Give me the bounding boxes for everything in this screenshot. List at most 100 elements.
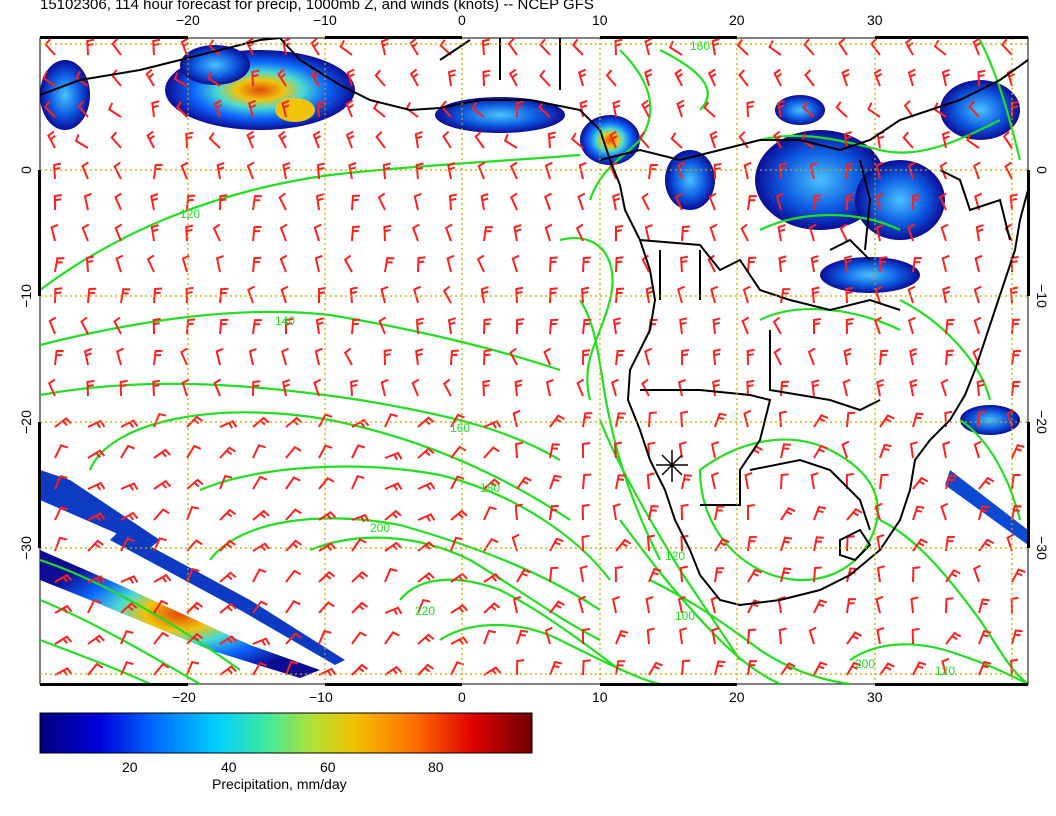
wind-barb: [736, 39, 749, 56]
wind-barb: [516, 318, 525, 335]
wind-barb: [471, 101, 485, 118]
wind-barb: [973, 440, 982, 459]
wind-barb: [252, 661, 268, 676]
wind-barb: [219, 318, 229, 335]
wind-barb: [312, 130, 322, 149]
wind-barb: [281, 347, 290, 366]
contour-label: 200: [855, 657, 875, 671]
wind-barb: [780, 473, 789, 490]
wind-barb: [743, 161, 752, 180]
wind-barb: [384, 665, 403, 676]
wind-barb: [940, 502, 949, 521]
lat-tick-labels-right: 0 −10 −20 −30: [1034, 166, 1050, 560]
wind-barb: [415, 348, 424, 366]
wind-barb: [648, 505, 659, 521]
wind-barb: [813, 413, 829, 428]
wind-barb: [417, 633, 435, 645]
wind-barb: [219, 287, 229, 304]
wind-barb: [219, 474, 233, 490]
wind-barb: [648, 164, 658, 180]
wind-barb: [281, 99, 290, 118]
wind-barb: [1011, 629, 1023, 645]
wind-barb: [876, 627, 885, 645]
wind-barb: [173, 72, 188, 87]
wind-barb: [972, 161, 981, 180]
wind-barb: [741, 316, 750, 335]
wind-barb: [846, 631, 862, 645]
wind-barb: [641, 378, 650, 397]
wind-barb: [615, 538, 632, 552]
wind-barb: [384, 482, 403, 491]
wind-barb: [111, 38, 122, 56]
wind-barb: [835, 101, 848, 118]
wind-barb: [578, 68, 587, 87]
lon-tick: −20: [172, 689, 196, 705]
colorbar-ticks: 20 40 60 80: [122, 759, 444, 775]
wind-barb: [277, 68, 287, 87]
precipitation-layer: [40, 45, 1028, 678]
wind-barb: [318, 601, 335, 614]
wind-barb: [252, 195, 262, 211]
wind-barb: [976, 379, 985, 397]
wind-barb: [714, 505, 725, 521]
wind-barb: [310, 68, 320, 87]
wind-barb: [42, 71, 56, 87]
location-marker-icon: [656, 450, 688, 482]
wind-barb: [153, 662, 170, 676]
wind-barb: [910, 596, 919, 614]
wind-barb: [417, 663, 434, 676]
wind-barb: [945, 474, 958, 490]
wind-barb: [711, 440, 720, 459]
wind-barb: [582, 349, 591, 366]
wind-barb: [978, 538, 995, 552]
wind-barb: [978, 505, 990, 521]
lon-tick: 30: [867, 689, 883, 705]
wind-barb: [215, 347, 224, 366]
wind-barb: [384, 413, 398, 428]
wind-barb: [845, 472, 854, 490]
wind-barb: [417, 447, 435, 459]
wind-barb: [609, 161, 618, 180]
wind-barb: [152, 379, 161, 397]
wind-barb: [1004, 161, 1013, 180]
wind-barb: [747, 660, 758, 676]
wind-barb: [415, 162, 424, 180]
wind-barb: [120, 575, 139, 584]
wind-barb: [145, 68, 155, 87]
wind-barb: [773, 68, 782, 87]
wind-barb: [375, 131, 386, 149]
wind-barb: [747, 195, 757, 211]
wind-barb: [442, 378, 452, 397]
wind-barb: [483, 538, 499, 552]
lon-tick: −20: [176, 12, 200, 28]
wind-barb: [483, 478, 501, 490]
wind-barb: [940, 223, 949, 242]
wind-barb: [153, 349, 163, 366]
wind-barb: [43, 100, 56, 118]
wind-barb: [644, 68, 653, 87]
wind-barb: [612, 503, 621, 521]
wind-barb: [53, 162, 62, 180]
wind-barb: [285, 539, 302, 552]
wind-barb: [444, 223, 453, 242]
wind-barb: [413, 285, 422, 304]
wind-barb: [945, 631, 962, 645]
wind-barb: [615, 474, 626, 490]
wind-barb: [912, 194, 921, 211]
wind-barb: [945, 318, 955, 335]
wind-barb: [351, 538, 367, 552]
wind-barb: [780, 507, 796, 521]
wind-barb: [615, 256, 624, 273]
wind-barb: [714, 537, 730, 552]
wind-barb: [646, 472, 655, 490]
wind-barb: [912, 505, 925, 521]
wind-barb: [648, 411, 657, 428]
wind-barb: [384, 257, 395, 273]
wind-barb: [278, 130, 287, 149]
wind-barb: [87, 287, 97, 304]
wind-barb: [1002, 130, 1013, 149]
wind-barb: [712, 317, 721, 335]
wind-barb: [747, 568, 762, 583]
wind-barb: [186, 194, 196, 211]
lon-tick: 30: [867, 12, 883, 28]
